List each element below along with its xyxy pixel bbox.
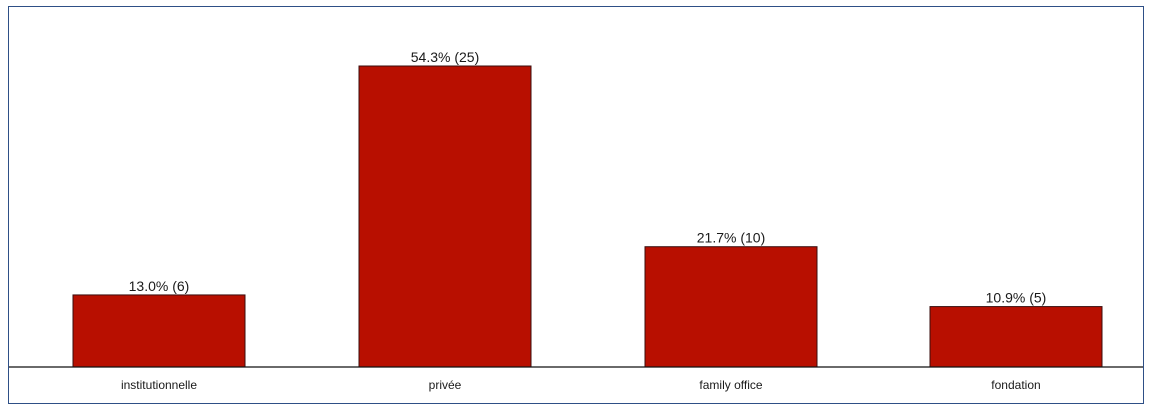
data-labels-group: 13.0% (6) 54.3% (25) 21.7% (10) 10.9% (5) <box>129 49 1047 306</box>
bar-fondation <box>929 306 1103 368</box>
x-tick-label: fondation <box>991 378 1040 392</box>
data-label: 10.9% (5) <box>986 290 1047 306</box>
bar-institutionnelle <box>72 294 246 368</box>
x-tick-label: privée <box>429 378 462 392</box>
data-label: 54.3% (25) <box>411 49 479 65</box>
bars-group <box>72 65 1103 368</box>
x-tick-label: institutionnelle <box>121 378 197 392</box>
bar-family-office <box>644 246 818 368</box>
bar-privée <box>358 65 532 368</box>
x-tick-label: family office <box>699 378 762 392</box>
x-tick-labels-group: institutionnelle privée family office fonda… <box>121 378 1041 392</box>
data-label: 13.0% (6) <box>129 278 190 294</box>
data-label: 21.7% (10) <box>697 230 765 246</box>
